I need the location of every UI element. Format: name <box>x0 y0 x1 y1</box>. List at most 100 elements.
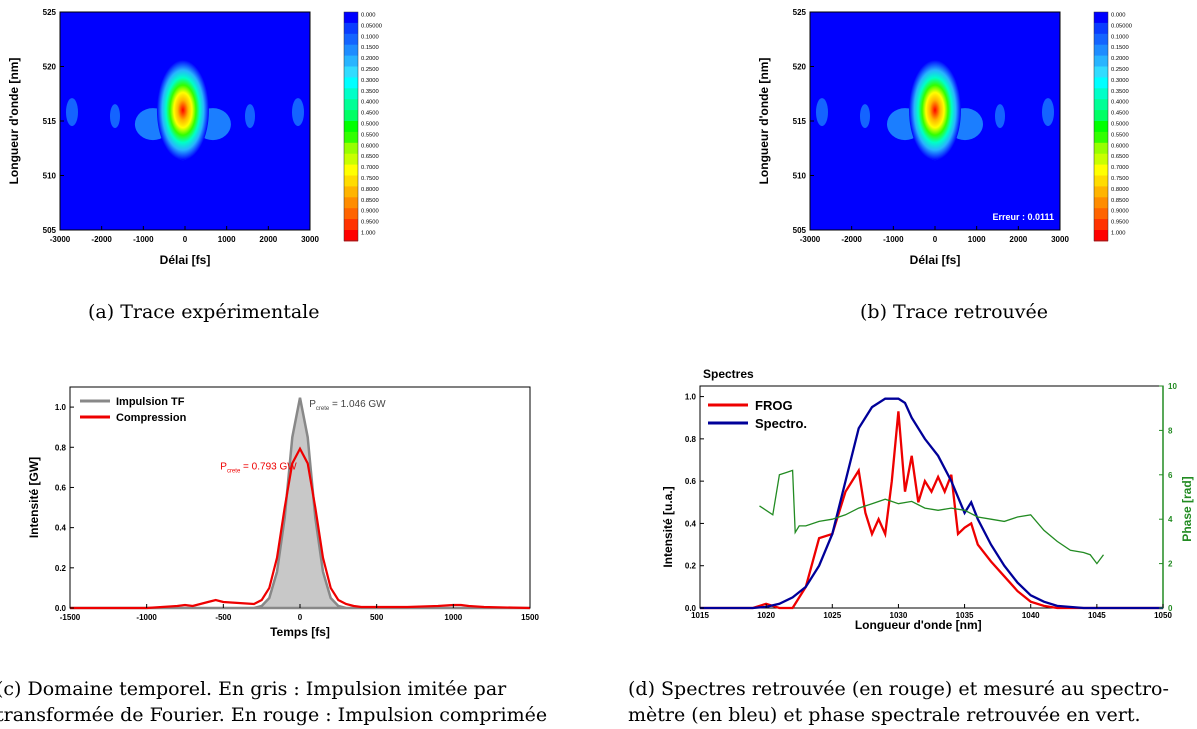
y-tick-label: 1.0 <box>685 393 697 402</box>
colorbar-label: 0.8000 <box>1111 187 1129 193</box>
x-tick-label: -3000 <box>50 235 71 244</box>
edge-lobe-mid-left <box>860 104 870 129</box>
colorbar-label: 0.05000 <box>361 23 382 29</box>
colorbar-label: 0.3000 <box>1111 78 1129 84</box>
series-compression <box>70 446 531 610</box>
legend-label-compression: Compression <box>116 412 187 424</box>
y-tick-label: 0.2 <box>685 562 697 571</box>
colorbar-label: 0.2500 <box>361 67 379 73</box>
y-tick-label: 0.4 <box>55 524 67 533</box>
y-tick-label: 515 <box>793 117 807 126</box>
colorbar-label: 0.8500 <box>1111 198 1129 204</box>
colorbar-swatch <box>1094 208 1108 220</box>
series-frog <box>700 411 1163 610</box>
colorbar-label: 0.3500 <box>361 89 379 95</box>
colorbar-swatch <box>344 110 358 122</box>
x-tick-label: 500 <box>370 613 384 622</box>
colorbar-swatch <box>344 153 358 166</box>
colorbar-swatch <box>344 22 358 35</box>
colorbar-swatch <box>344 44 358 57</box>
heatmap-a: -3000 -2000 -1000 0 1000 2000 3000 505 510 515 520… <box>7 8 382 267</box>
colorbar-label: 0.9500 <box>1111 220 1129 226</box>
x-tick-label: 1035 <box>956 611 974 620</box>
x-tick-label: -1000 <box>136 613 157 622</box>
colorbar-label: 0.5500 <box>1111 132 1129 138</box>
colorbar-swatch <box>1094 12 1108 24</box>
y2-tick-label: 2 <box>1168 560 1173 569</box>
x-tick-label: 3000 <box>1051 235 1069 244</box>
colorbar-swatch <box>344 230 358 242</box>
y-tick-label: 0.6 <box>685 477 697 486</box>
series-impulsion-tf <box>70 397 530 610</box>
colorbar-swatch <box>344 12 358 24</box>
colorbar-swatch <box>344 77 358 89</box>
colorbar-label: 0.4500 <box>361 111 379 117</box>
y-tick-label: 0.6 <box>55 483 67 492</box>
colorbar-label: 1.000 <box>1111 231 1126 237</box>
colorbar-swatch <box>344 55 358 67</box>
legend-label-frog: FROG <box>755 398 793 413</box>
y-tick-label: 0.8 <box>685 435 697 444</box>
caption-c-line1: (c) Domaine temporel. En gris : Impulsio… <box>0 678 507 700</box>
y2-axis-label: Phase [rad] <box>1180 476 1194 541</box>
colorbar-swatch <box>344 208 358 220</box>
x-axis-label: Délai [fs] <box>910 253 961 267</box>
y2-tick-label: 6 <box>1168 471 1173 480</box>
colorbar-label: 0.7500 <box>361 176 379 182</box>
colorbar-label: 0.5000 <box>1111 122 1129 128</box>
x-tick-label: 1045 <box>1088 611 1106 620</box>
x-tick-label: -2000 <box>841 235 862 244</box>
colorbar-label: 0.4000 <box>1111 100 1129 106</box>
y-tick-label: 525 <box>43 8 57 17</box>
y-tick-label: 525 <box>793 8 807 17</box>
colorbar-label: 0.2000 <box>1111 56 1129 62</box>
colorbar-swatch <box>1094 99 1108 111</box>
y-axis-label: Intensité [u.a.] <box>661 486 675 567</box>
y2-tick-label: 10 <box>1168 382 1177 391</box>
chart-title: Spectres <box>703 367 754 381</box>
peak-blob <box>909 60 961 161</box>
y-tick-label: 0.2 <box>55 564 67 573</box>
x-tick-label: 1000 <box>218 235 236 244</box>
colorbar-swatch <box>1094 77 1108 89</box>
caption-c-line2: transformée de Fourier. En rouge : Impul… <box>0 704 548 726</box>
caption-d-line2: mètre (en bleu) et phase spectrale retro… <box>628 704 1141 726</box>
y-tick-label: 510 <box>793 172 807 181</box>
legend-label-spectro: Spectro. <box>755 416 807 431</box>
colorbar-label: 0.4000 <box>361 100 379 106</box>
x-tick-label: 2000 <box>1009 235 1027 244</box>
colorbar-label: 0.7000 <box>361 165 379 171</box>
colorbar-swatch <box>344 164 358 176</box>
colorbar-label: 0.9500 <box>361 220 379 226</box>
x-tick-label: -2000 <box>91 235 112 244</box>
y-axis-label: Intensité [GW] <box>27 457 41 538</box>
colorbar-swatch <box>344 33 358 46</box>
temporal-chart: -1500 -1000 -500 0 500 1000 1500 0.0 0.2 0.4 0.6 0.… <box>27 386 539 639</box>
caption-b: (b) Trace retrouvée <box>860 301 1048 323</box>
colorbar-swatch <box>1094 186 1108 198</box>
peak-blob <box>156 60 209 161</box>
x-tick-label: 1025 <box>823 611 841 620</box>
plot-frame <box>699 385 1164 609</box>
colorbar-label: 0.6500 <box>361 154 379 160</box>
y-tick-label: 505 <box>43 226 57 235</box>
annotation-tf-peak: Pcrete = 1.046 GW <box>309 399 386 412</box>
y-tick-label: 0.4 <box>685 519 697 528</box>
colorbar-label: 0.2500 <box>1111 67 1129 73</box>
colorbar-swatch <box>344 121 358 133</box>
spectra-chart: 1015 1020 1025 1030 1035 1040 1045 10500.00.20.… <box>661 367 1194 632</box>
x-tick-label: 1050 <box>1154 611 1172 620</box>
colorbar-swatch <box>344 66 358 78</box>
series-phase <box>759 469 1105 565</box>
y-tick-label: 515 <box>43 117 57 126</box>
y-tick-label: 1.0 <box>55 403 67 412</box>
colorbar-swatch <box>1094 88 1108 100</box>
colorbar-swatch <box>1094 131 1108 144</box>
y-tick-label: 0.0 <box>685 604 697 613</box>
colorbar-label: 0.1500 <box>361 45 379 51</box>
colorbar-label: 0.000 <box>361 13 376 19</box>
colorbar-swatch <box>344 99 358 111</box>
y2-tick-label: 0 <box>1168 604 1173 613</box>
y-tick-label: 505 <box>793 226 807 235</box>
colorbar-label: 1.000 <box>361 231 376 237</box>
